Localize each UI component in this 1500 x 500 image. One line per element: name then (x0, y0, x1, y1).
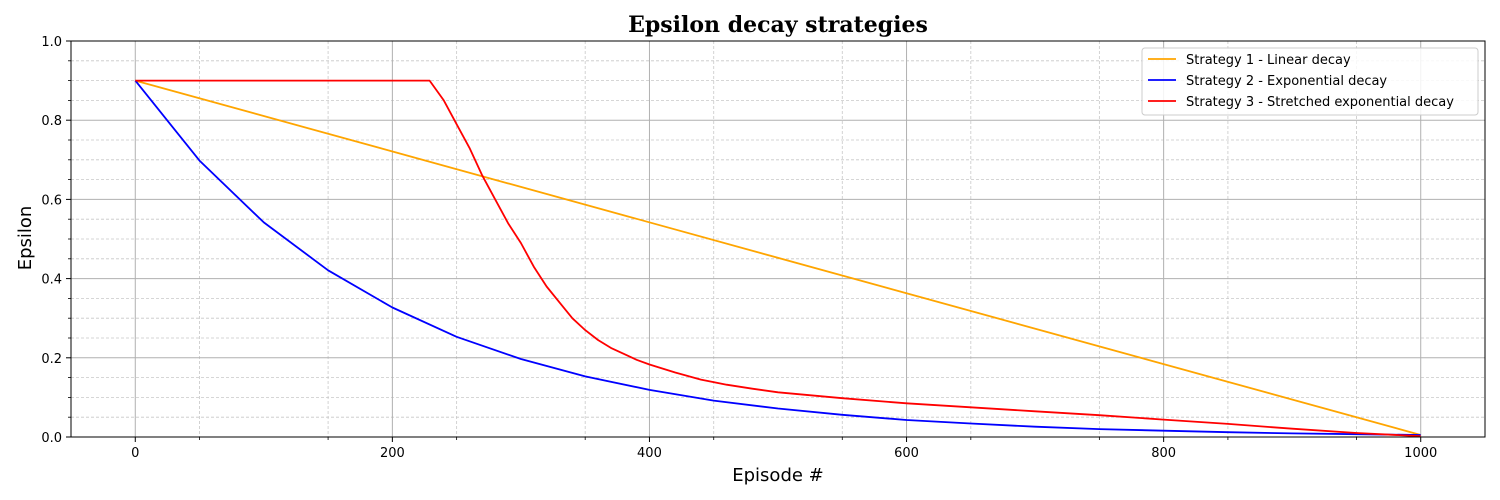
x-tick-label: 200 (380, 446, 405, 461)
series-line-1 (135, 79, 1421, 436)
x-tick-label: 400 (637, 446, 662, 461)
y-tick-label: 0.0 (41, 431, 62, 446)
y-tick-label: 1.0 (41, 35, 62, 50)
x-tick-label: 600 (894, 446, 919, 461)
chart-title: Epsilon decay strategies (628, 12, 928, 38)
y-tick-label: 0.4 (41, 273, 62, 288)
series-layer (134, 79, 1421, 438)
x-tick-label: 0 (131, 446, 139, 461)
y-tick-label: 0.2 (41, 352, 62, 367)
y-tick-label: 0.8 (41, 114, 62, 129)
x-tick-label: 800 (1151, 446, 1176, 461)
y-tick-label: 0.6 (41, 193, 62, 208)
legend-box (1141, 47, 1479, 116)
legend-label-1: Strategy 1 - Linear decay (1186, 53, 1351, 68)
legend-label-2: Strategy 2 - Exponential decay (1186, 74, 1387, 89)
legend-label-3: Strategy 3 - Stretched exponential decay (1186, 95, 1454, 110)
series-line-3 (135, 79, 1421, 438)
x-axis-label: Episode # (732, 465, 824, 486)
series-line-2 (134, 80, 1421, 436)
y-axis-label: Epsilon (15, 206, 36, 271)
legend: Strategy 1 - Linear decay Strategy 2 - Ex… (1141, 47, 1479, 116)
x-tick-label: 1000 (1404, 446, 1437, 461)
minor-grid (71, 41, 1485, 437)
axis-ticks: 0 200 400 600 800 1000 0.0 0.2 0.4 0.6 0.8 1.0 (41, 35, 1437, 461)
